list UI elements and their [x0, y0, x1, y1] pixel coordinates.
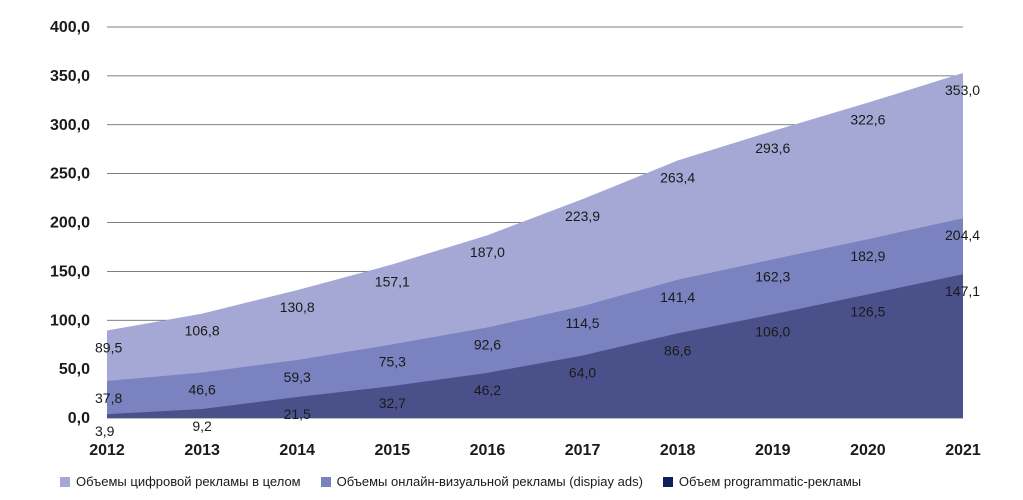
data-label: 353,0 [945, 82, 980, 98]
area-programmatic [107, 274, 963, 418]
data-label: 32,7 [379, 395, 406, 411]
data-labels: 89,5 106,8 130,8 157,1 187,0 223,9 263,4 293,6 3… [95, 82, 980, 439]
y-tick-label: 50,0 [59, 361, 90, 378]
x-tick-label: 2018 [660, 442, 696, 459]
y-tick-label: 150,0 [50, 263, 90, 280]
data-label: 162,3 [755, 268, 790, 284]
x-tick-label: 2021 [945, 442, 981, 459]
area-chart: 0,0 50,0 100,0 150,0 200,0 250,0 300,0 350,0 400… [50, 19, 981, 459]
x-tick-label: 2016 [470, 442, 506, 459]
y-tick-label: 250,0 [50, 166, 90, 183]
data-label: 89,5 [95, 340, 122, 356]
data-label: 130,8 [280, 299, 315, 315]
legend-swatch [320, 476, 331, 487]
data-label: 92,6 [474, 336, 501, 352]
data-label: 3,9 [95, 423, 115, 439]
x-tick-label: 2013 [184, 442, 220, 459]
data-label: 263,4 [660, 170, 695, 186]
data-label: 86,6 [664, 342, 691, 358]
data-label: 182,9 [850, 248, 885, 264]
x-tick-label: 2017 [565, 442, 601, 459]
data-label: 106,8 [185, 323, 220, 339]
legend-label: Объемы цифровой рекламы в целом [76, 474, 301, 489]
data-label: 75,3 [379, 353, 406, 369]
data-label: 204,4 [945, 227, 980, 243]
x-tick-label: 2019 [755, 442, 791, 459]
data-label: 322,6 [850, 112, 885, 128]
data-label: 114,5 [566, 315, 600, 331]
y-axis-ticks: 0,0 50,0 100,0 150,0 200,0 250,0 300,0 350,0 400… [50, 19, 90, 427]
data-label: 37,8 [95, 390, 122, 406]
legend-item-digital-total: Объемы цифровой рекламы в целом [60, 474, 301, 489]
x-tick-label: 2020 [850, 442, 886, 459]
data-label: 223,9 [565, 208, 600, 224]
y-tick-label: 0,0 [68, 410, 90, 427]
data-label: 46,2 [474, 382, 501, 398]
legend-label: Объемы онлайн-визуальной рекламы (dispia… [336, 474, 643, 489]
legend-label: Объем programmatic-рекламы [678, 474, 862, 489]
data-label: 59,3 [284, 369, 311, 385]
data-label: 187,0 [470, 244, 505, 260]
y-tick-label: 200,0 [50, 215, 90, 232]
x-tick-label: 2014 [279, 442, 315, 459]
data-label: 293,6 [755, 140, 790, 156]
legend-swatch [60, 476, 70, 487]
y-tick-label: 100,0 [50, 312, 90, 329]
legend-item-display-ads: Объемы онлайн-визуальной рекламы (dispia… [320, 474, 643, 489]
data-label: 21,5 [284, 406, 311, 422]
data-label: 106,0 [755, 323, 790, 339]
legend-swatch [662, 476, 673, 487]
y-tick-label: 350,0 [50, 68, 90, 85]
data-label: 9,2 [192, 418, 212, 434]
y-tick-label: 300,0 [50, 117, 90, 134]
x-tick-label: 2012 [89, 442, 125, 459]
data-label: 64,0 [569, 364, 596, 380]
legend-item-programmatic: Объем programmatic-рекламы [662, 474, 862, 489]
area-series [107, 72, 963, 418]
data-label: 126,5 [850, 303, 885, 319]
legend: Объемы цифровой рекламы в целом Объемы о… [60, 474, 861, 489]
data-label: 46,6 [188, 381, 215, 397]
y-tick-label: 400,0 [50, 19, 90, 36]
x-tick-label: 2015 [375, 442, 411, 459]
x-axis-ticks: 2012 2013 2014 2015 2016 2017 2018 2019 2020 2021 [89, 442, 981, 459]
data-label: 147,1 [945, 283, 980, 299]
data-label: 157,1 [375, 273, 410, 289]
data-label: 141,4 [660, 289, 695, 305]
